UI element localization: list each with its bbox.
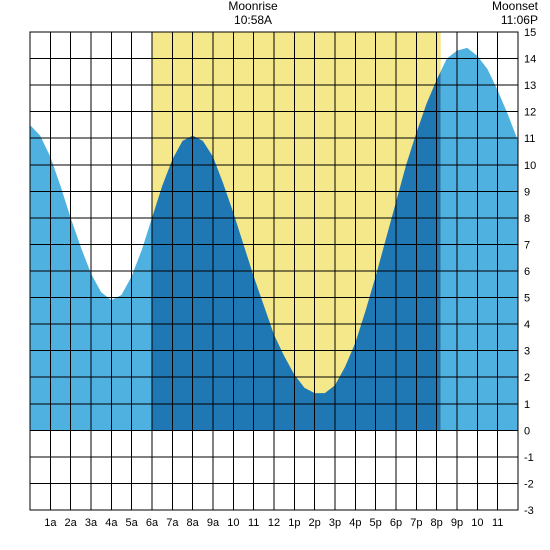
x-tick-label: 9a <box>207 517 220 529</box>
x-tick-label: 7a <box>166 517 179 529</box>
x-tick-label: 6a <box>146 517 159 529</box>
x-tick-label: 2a <box>65 517 78 529</box>
y-tick-label: 1 <box>524 399 530 411</box>
y-tick-label: 13 <box>524 80 536 92</box>
y-tick-label: 0 <box>524 425 530 437</box>
x-tick-label: 9p <box>451 517 463 529</box>
y-tick-label: -1 <box>524 452 534 464</box>
x-tick-label: 1p <box>288 517 300 529</box>
x-tick-label: 12 <box>268 517 280 529</box>
plot-area <box>30 32 518 510</box>
y-tick-label: 4 <box>524 319 530 331</box>
x-tick-label: 4a <box>105 517 118 529</box>
x-axis: 1a 2a 3a 4a 5a 6a 7a 8a 9a 10 11 12 1p 2p 3p 4p 5p 6p 7p 8p… <box>44 517 503 529</box>
y-tick-label: -3 <box>524 505 534 517</box>
y-tick-label: 7 <box>524 239 530 251</box>
x-tick-label: 6p <box>390 517 402 529</box>
y-tick-label: 8 <box>524 213 530 225</box>
y-axis: 1514131211109876543210-1-2-3 <box>524 27 536 517</box>
x-tick-label: 2p <box>309 517 321 529</box>
y-tick-label: -2 <box>524 478 534 490</box>
tide-chart: 1a2a3a4a5a6a7a8a9a1011121p2p3p4p5p6p7p8p… <box>0 0 550 550</box>
y-tick-label: 2 <box>524 372 530 384</box>
y-tick-label: 3 <box>524 346 530 358</box>
y-tick-label: 12 <box>524 107 536 119</box>
y-tick-label: 10 <box>524 160 536 172</box>
x-tick-label: 10 <box>227 517 239 529</box>
y-tick-label: 5 <box>524 293 530 305</box>
x-tick-label: 5a <box>126 517 139 529</box>
y-tick-label: 14 <box>524 54 536 66</box>
y-tick-label: 6 <box>524 266 530 278</box>
x-tick-label: 4p <box>349 517 361 529</box>
x-tick-label: 1a <box>44 517 57 529</box>
x-tick-label: 3a <box>85 517 98 529</box>
y-tick-label: 15 <box>524 27 536 39</box>
chart-container: Moonrise 10:58A Moonset 11:06P <box>0 0 550 550</box>
x-tick-label: 5p <box>370 517 382 529</box>
x-tick-label: 11 <box>492 517 503 529</box>
x-tick-label: 3p <box>329 517 341 529</box>
x-tick-label: 11 <box>248 517 259 529</box>
x-tick-label: 10 <box>471 517 483 529</box>
x-tick-label: 8p <box>431 517 443 529</box>
x-tick-label: 8a <box>187 517 200 529</box>
y-tick-label: 11 <box>524 133 535 145</box>
x-tick-label: 7p <box>410 517 422 529</box>
y-tick-label: 9 <box>524 186 530 198</box>
